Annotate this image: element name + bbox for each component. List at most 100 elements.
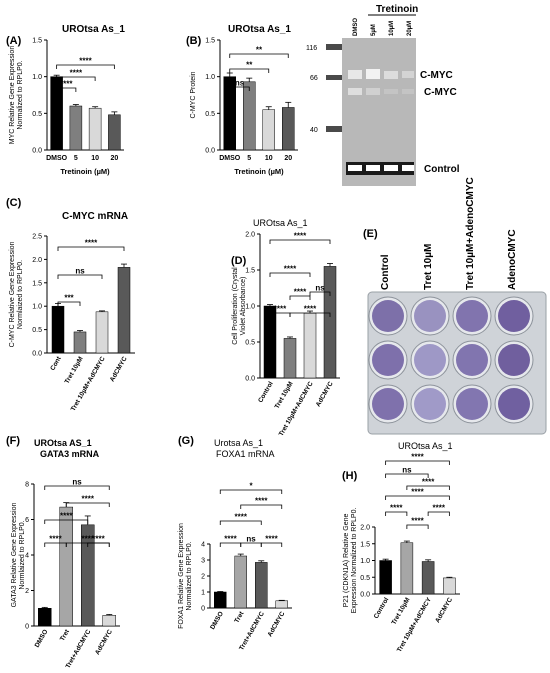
significance-bracket <box>289 295 311 300</box>
panel-title-c: C-MYC mRNA <box>62 211 128 222</box>
x-tick-label: 5 <box>247 155 251 162</box>
plate-well <box>414 344 446 376</box>
significance-label: ns <box>72 478 82 487</box>
panel-label-a: (A) <box>6 35 22 47</box>
blot-lane-5: 5µM <box>371 24 377 36</box>
panel-title-b: UROtsa As_1 <box>228 24 291 35</box>
y-tick-label: 4 <box>25 553 29 560</box>
panel-subtitle-g: FOXA1 mRNA <box>216 449 275 459</box>
plate-well <box>456 344 488 376</box>
panel-title-f: UROtsa AS_1 <box>34 438 92 448</box>
significance-label: **** <box>294 232 307 241</box>
x-tick-label: 5 <box>74 155 78 162</box>
plate-well <box>372 344 404 376</box>
panel-title-a: UROtsa As_1 <box>62 24 125 35</box>
y-axis-label: Cell Proliferation (Crystal <box>232 267 239 345</box>
significance-label: **** <box>235 513 248 522</box>
significance-label: **** <box>265 535 278 544</box>
bar <box>262 109 275 151</box>
x-tick-label: Tret 10µM <box>64 356 85 386</box>
bar <box>108 114 121 151</box>
blot-header: Tretinoin <box>376 4 418 15</box>
y-tick-label: 0.5 <box>245 340 255 347</box>
western-blot: Tretinoin DMSO 5µM 10µM 20µM 116 66 40 C… <box>306 4 460 186</box>
y-tick-label: 1 <box>201 590 205 597</box>
bar <box>73 331 87 354</box>
significance-label: ** <box>246 61 253 70</box>
significance-label: ns <box>75 267 85 276</box>
bar <box>243 81 256 151</box>
significance-label: ns <box>315 284 325 293</box>
blot-lane-10: 10µM <box>389 21 395 36</box>
x-tick-label: AdCMYC <box>315 380 335 408</box>
significance-bracket <box>44 485 110 490</box>
y-tick-label: 0 <box>201 606 205 613</box>
bar <box>88 107 102 151</box>
plate-col-tret: Tret 10µM <box>423 244 434 290</box>
x-tick-label: Control <box>373 596 391 620</box>
y-tick-label: 3 <box>201 558 205 565</box>
panel-label-f: (F) <box>6 435 20 447</box>
y-tick-label: 0.5 <box>32 111 42 118</box>
cmyc-band <box>384 71 398 79</box>
plate-well <box>456 388 488 420</box>
significance-bracket <box>385 460 450 465</box>
bar <box>255 562 268 609</box>
bar <box>323 266 337 379</box>
y-tick-label: 1.5 <box>32 280 42 287</box>
plate-well <box>456 300 488 332</box>
bar <box>400 542 414 595</box>
significance-label: **** <box>60 80 73 89</box>
significance-bracket <box>385 495 450 500</box>
plate-well <box>498 344 530 376</box>
y-axis-label: GATA3 Relative Gene Expression <box>11 503 18 608</box>
y-tick-label: 0.5 <box>205 111 215 118</box>
panel-title-g: Urotsa As_1 <box>214 438 263 448</box>
y-axis-label: Violet Absorbance) <box>240 277 247 336</box>
significance-label: **** <box>255 497 268 506</box>
bar <box>421 561 435 595</box>
x-tick-label: Cont <box>49 355 63 372</box>
bar <box>283 338 297 379</box>
significance-label: **** <box>411 488 424 497</box>
y-tick-label: 0.0 <box>360 592 370 599</box>
band-label-cmyc-lower: C-MYC <box>424 87 457 98</box>
y-axis-label: MYC Relative Gene Expression <box>9 46 16 145</box>
chart-b: 0.0 0.5 1.0 1.5 C-MYC Protein DMSO 5 10 20Tretin… <box>190 38 298 176</box>
plate-col-tret-adeno: Tret 10µM+AdenoCMYC <box>465 177 476 290</box>
x-tick-label: Tret <box>233 610 245 625</box>
chart-h: 0.0 0.5 1.0 1.5 2.0 P21 (CDKN1A) Relative Gen… <box>343 453 460 653</box>
x-tick-label: 20 <box>110 155 118 162</box>
significance-label: **** <box>304 305 317 314</box>
bar <box>59 506 73 627</box>
significance-label: **** <box>390 504 403 513</box>
significance-bracket <box>65 502 110 507</box>
significance-bracket <box>309 291 331 296</box>
y-axis-label: Normalized to RPLP0. <box>186 541 193 610</box>
plate-well <box>372 388 404 420</box>
significance-label: **** <box>92 535 105 544</box>
control-band <box>402 165 414 171</box>
significance-bracket <box>56 76 96 81</box>
y-tick-label: 6 <box>25 517 29 524</box>
control-band <box>384 165 398 171</box>
significance-bracket <box>57 301 81 306</box>
significance-bracket <box>269 239 331 244</box>
y-axis-label: P21 (CDKN1A) Relative Gene <box>343 514 350 608</box>
significance-bracket <box>87 542 110 547</box>
control-band <box>366 165 380 171</box>
significance-bracket <box>406 485 450 490</box>
x-tick-label: AdCMYC <box>109 355 129 383</box>
significance-label: **** <box>274 305 287 314</box>
y-axis-label: C-MYC Relative Gene Expression <box>9 241 16 347</box>
marker-band <box>326 75 342 80</box>
x-tick-label: DMSO <box>34 629 50 649</box>
significance-label: *** <box>64 294 74 303</box>
y-tick-label: 0.5 <box>360 575 370 582</box>
blot-background <box>342 38 416 186</box>
x-axis-label: Tretinoin (µM) <box>60 167 110 176</box>
x-tick-label: AdCMYC <box>267 610 287 638</box>
cmyc-band <box>402 71 414 78</box>
panel-label-g: (G) <box>178 435 194 447</box>
significance-label: **** <box>60 512 73 521</box>
